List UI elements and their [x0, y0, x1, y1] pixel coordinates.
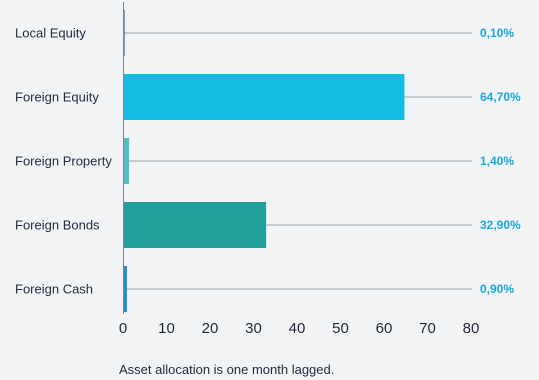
category-label-foreign-equity: Foreign Equity	[15, 90, 99, 105]
x-tick-label-20: 20	[202, 320, 219, 337]
x-tick-label-60: 60	[376, 320, 393, 337]
x-tick-label-70: 70	[419, 320, 436, 337]
x-tick-label-40: 40	[289, 320, 306, 337]
value-label-local-equity: 0,10%	[480, 26, 514, 40]
value-label-foreign-cash: 0,90%	[480, 282, 514, 296]
bar-foreign-equity	[123, 74, 405, 120]
value-label-foreign-equity: 64,70%	[480, 90, 521, 104]
x-axis: 0 10 20 30 40 50 60 70 80	[119, 2, 480, 337]
x-tick-label-10: 10	[158, 320, 175, 337]
bar-foreign-property	[123, 138, 130, 184]
x-tick-label-30: 30	[245, 320, 262, 337]
value-labels: 0,10% 64,70% 1,40% 32,90% 0,90%	[480, 26, 521, 296]
category-labels: Local Equity Foreign Equity Foreign Proper…	[15, 26, 112, 297]
x-tick-label-0: 0	[119, 320, 127, 337]
bar-foreign-cash	[123, 266, 127, 312]
value-label-foreign-property: 1,40%	[480, 154, 514, 168]
category-label-foreign-property: Foreign Property	[15, 154, 112, 169]
x-tick-label-50: 50	[332, 320, 349, 337]
leader-lines	[124, 32, 472, 290]
chart-caption: Asset allocation is one month lagged.	[119, 362, 334, 377]
bar-foreign-bonds	[123, 202, 267, 248]
x-tick-label-80: 80	[463, 320, 480, 337]
value-label-foreign-bonds: 32,90%	[480, 218, 521, 232]
category-label-local-equity: Local Equity	[15, 26, 86, 41]
category-label-foreign-cash: Foreign Cash	[15, 282, 93, 297]
category-label-foreign-bonds: Foreign Bonds	[15, 218, 100, 233]
